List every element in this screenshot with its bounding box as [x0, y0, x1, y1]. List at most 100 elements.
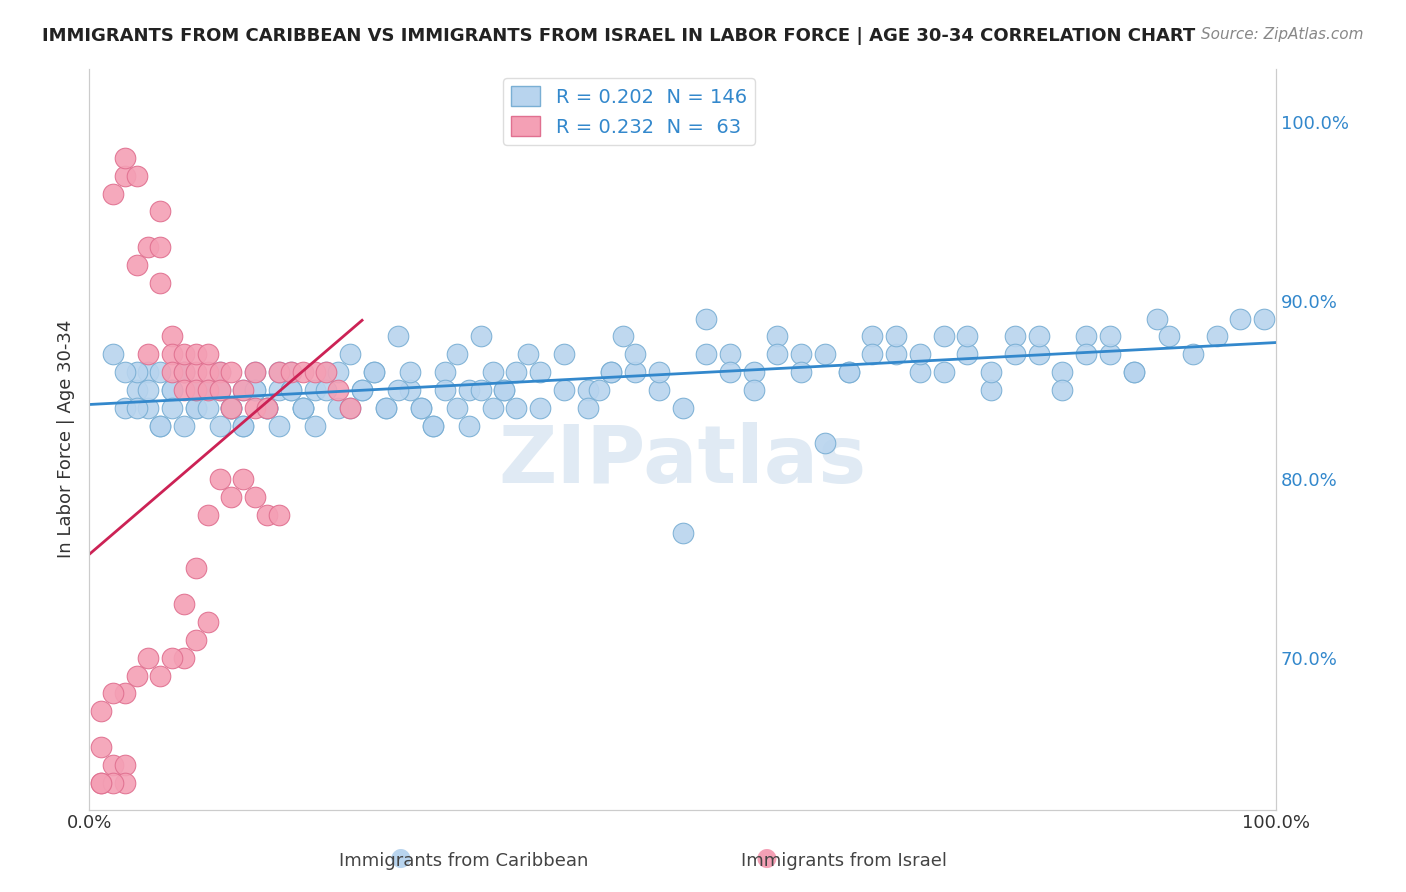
- Point: [208, 472, 231, 486]
- Point: [529, 401, 551, 415]
- Point: [291, 401, 314, 415]
- Point: [328, 383, 350, 397]
- Point: [304, 418, 326, 433]
- Point: [208, 383, 231, 397]
- Point: [457, 418, 479, 433]
- Point: [494, 383, 516, 397]
- Point: [160, 329, 183, 343]
- Point: [197, 615, 219, 629]
- Point: [884, 329, 907, 343]
- Point: [221, 401, 243, 415]
- Point: [374, 401, 396, 415]
- Point: [173, 365, 195, 379]
- Point: [434, 365, 457, 379]
- Point: [114, 686, 136, 700]
- Point: [184, 632, 207, 647]
- Point: [173, 365, 195, 379]
- Point: [160, 365, 183, 379]
- Y-axis label: In Labor Force | Age 30-34: In Labor Force | Age 30-34: [58, 320, 75, 558]
- Point: [173, 650, 195, 665]
- Point: [101, 776, 124, 790]
- Point: [245, 401, 267, 415]
- Point: [411, 401, 433, 415]
- Point: [1004, 347, 1026, 361]
- Point: [221, 401, 243, 415]
- Point: [291, 401, 314, 415]
- Point: [138, 347, 160, 361]
- Point: [742, 383, 765, 397]
- Point: [160, 383, 183, 397]
- Point: [790, 347, 813, 361]
- Point: [553, 383, 575, 397]
- Point: [291, 401, 314, 415]
- Point: [422, 418, 444, 433]
- Point: [671, 401, 693, 415]
- Point: [197, 508, 219, 522]
- Point: [114, 151, 136, 165]
- Point: [256, 401, 278, 415]
- Point: [208, 365, 231, 379]
- Text: ●: ●: [755, 846, 778, 870]
- Point: [138, 365, 160, 379]
- Point: [267, 365, 290, 379]
- Point: [184, 347, 207, 361]
- Point: [315, 365, 337, 379]
- Point: [671, 525, 693, 540]
- Point: [114, 776, 136, 790]
- Point: [884, 347, 907, 361]
- Point: [932, 365, 955, 379]
- Point: [374, 401, 396, 415]
- Point: [184, 561, 207, 575]
- Point: [860, 329, 883, 343]
- Point: [114, 169, 136, 183]
- Point: [718, 347, 741, 361]
- Point: [160, 383, 183, 397]
- Point: [470, 329, 492, 343]
- Point: [138, 650, 160, 665]
- Point: [980, 383, 1002, 397]
- Point: [766, 329, 789, 343]
- Point: [481, 401, 503, 415]
- Text: Immigrants from Caribbean: Immigrants from Caribbean: [339, 852, 589, 870]
- Point: [232, 383, 254, 397]
- Point: [576, 383, 599, 397]
- Point: [1052, 383, 1074, 397]
- Point: [90, 776, 112, 790]
- Point: [160, 401, 183, 415]
- Text: Immigrants from Israel: Immigrants from Israel: [741, 852, 946, 870]
- Point: [149, 276, 172, 290]
- Point: [718, 365, 741, 379]
- Point: [980, 365, 1002, 379]
- Point: [125, 169, 148, 183]
- Point: [232, 383, 254, 397]
- Point: [588, 383, 610, 397]
- Point: [149, 668, 172, 682]
- Point: [197, 347, 219, 361]
- Point: [529, 365, 551, 379]
- Point: [197, 383, 219, 397]
- Point: [245, 365, 267, 379]
- Point: [149, 204, 172, 219]
- Point: [125, 383, 148, 397]
- Point: [1146, 311, 1168, 326]
- Point: [838, 365, 860, 379]
- Point: [184, 401, 207, 415]
- Point: [494, 383, 516, 397]
- Point: [173, 597, 195, 611]
- Point: [505, 365, 527, 379]
- Point: [125, 401, 148, 415]
- Point: [149, 240, 172, 254]
- Point: [208, 418, 231, 433]
- Text: Source: ZipAtlas.com: Source: ZipAtlas.com: [1201, 27, 1364, 42]
- Point: [173, 383, 195, 397]
- Point: [280, 383, 302, 397]
- Point: [446, 347, 468, 361]
- Point: [114, 401, 136, 415]
- Point: [208, 383, 231, 397]
- Point: [125, 258, 148, 272]
- Point: [232, 418, 254, 433]
- Point: [197, 365, 219, 379]
- Point: [814, 436, 837, 450]
- Point: [1122, 365, 1144, 379]
- Point: [387, 329, 409, 343]
